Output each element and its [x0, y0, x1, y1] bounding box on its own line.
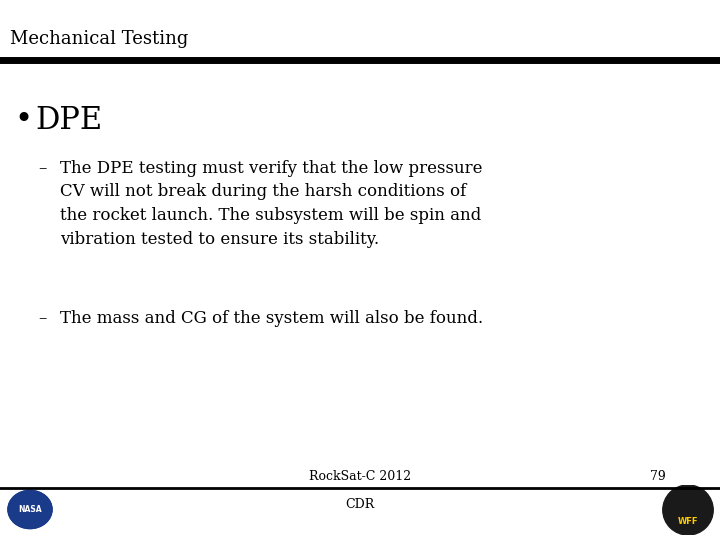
Text: •: • [14, 105, 32, 136]
Text: –: – [38, 160, 46, 177]
Text: CDR: CDR [346, 498, 374, 511]
Text: WFF: WFF [678, 516, 698, 525]
Text: –: – [38, 310, 46, 327]
Text: The mass and CG of the system will also be found.: The mass and CG of the system will also … [60, 310, 483, 327]
Ellipse shape [663, 485, 714, 535]
Circle shape [8, 491, 52, 529]
Text: The DPE testing must verify that the low pressure
CV will not break during the h: The DPE testing must verify that the low… [60, 160, 482, 247]
Text: Mechanical Testing: Mechanical Testing [10, 30, 189, 48]
Text: 79: 79 [650, 470, 666, 483]
Text: NASA: NASA [18, 505, 42, 514]
Text: RockSat-C 2012: RockSat-C 2012 [309, 470, 411, 483]
Text: DPE: DPE [35, 105, 102, 136]
Ellipse shape [8, 490, 52, 529]
